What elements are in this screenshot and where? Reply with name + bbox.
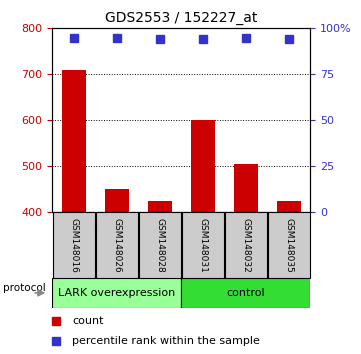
Bar — [105, 189, 129, 212]
Bar — [182, 278, 310, 308]
Text: LARK overexpression: LARK overexpression — [58, 288, 175, 298]
Bar — [148, 201, 172, 212]
Bar — [62, 70, 86, 212]
Bar — [191, 120, 215, 212]
Title: GDS2553 / 152227_at: GDS2553 / 152227_at — [105, 11, 258, 24]
Text: count: count — [72, 316, 104, 326]
Bar — [277, 201, 301, 212]
Text: GSM148031: GSM148031 — [199, 218, 208, 273]
Bar — [53, 212, 95, 278]
Text: percentile rank within the sample: percentile rank within the sample — [72, 336, 260, 346]
Text: control: control — [227, 288, 265, 298]
Text: GSM148035: GSM148035 — [284, 218, 293, 273]
Bar — [225, 212, 267, 278]
Bar — [52, 278, 182, 308]
Bar — [182, 212, 224, 278]
Bar — [96, 212, 138, 278]
Text: GSM148028: GSM148028 — [155, 218, 164, 273]
Text: GSM148026: GSM148026 — [112, 218, 121, 273]
Text: GSM148032: GSM148032 — [242, 218, 251, 273]
Text: protocol: protocol — [3, 284, 45, 293]
Bar — [234, 164, 258, 212]
Bar — [268, 212, 310, 278]
Text: GSM148016: GSM148016 — [69, 218, 78, 273]
Bar — [139, 212, 181, 278]
